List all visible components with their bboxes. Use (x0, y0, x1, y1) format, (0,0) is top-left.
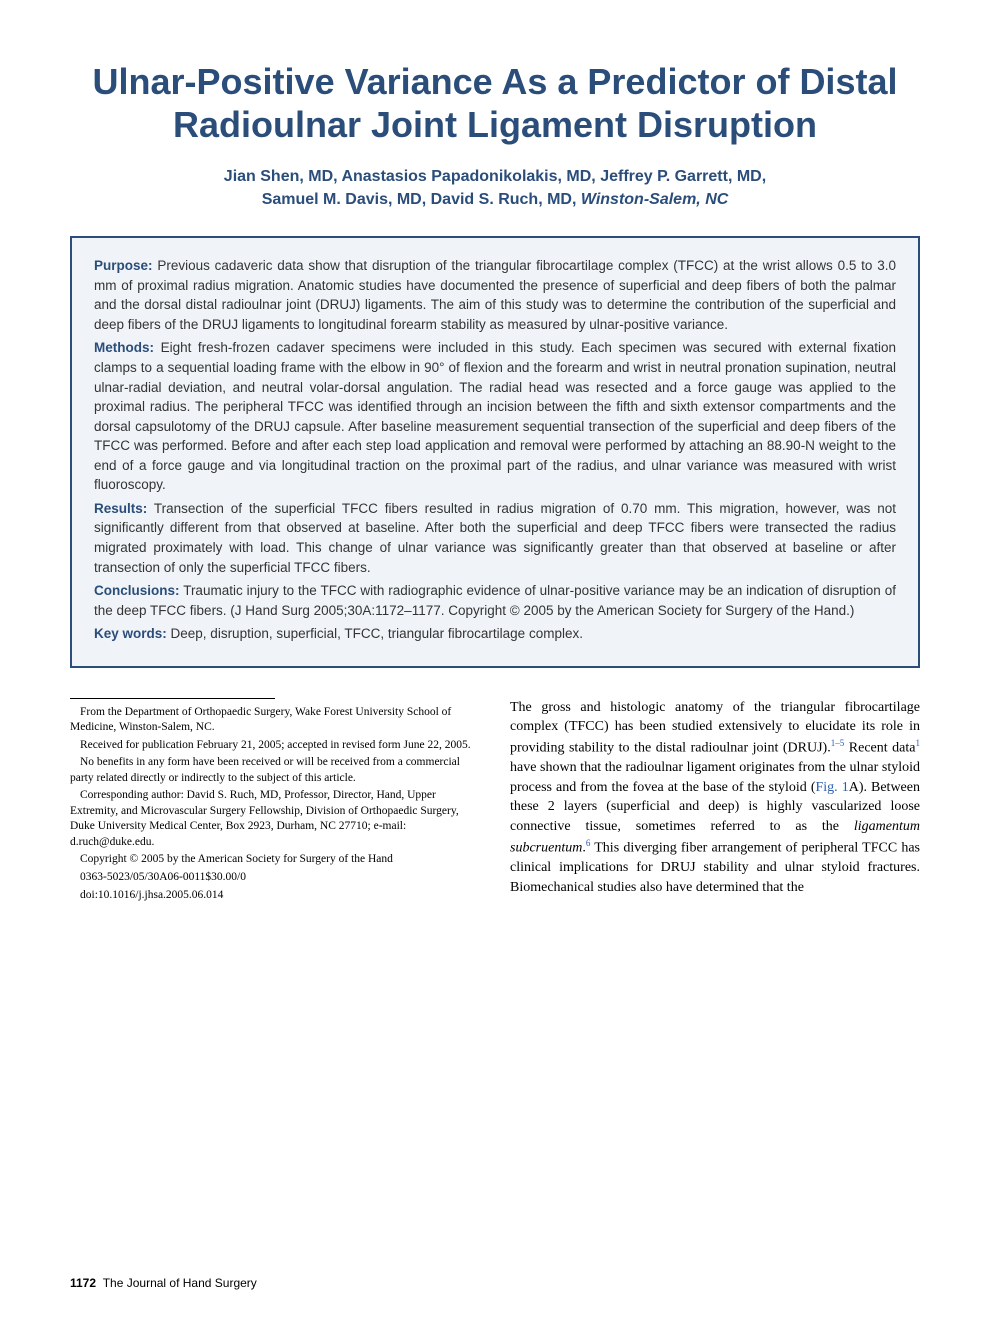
footnote-benefits: No benefits in any form have been receiv… (70, 755, 480, 786)
cite-sup-2[interactable]: 1 (916, 738, 921, 748)
footnote-copyright: Copyright © 2005 by the American Society… (70, 852, 480, 868)
methods-text: Eight fresh-frozen cadaver specimens wer… (94, 340, 896, 492)
abstract-conclusions: Conclusions: Traumatic injury to the TFC… (94, 581, 896, 620)
footnote-code: 0363-5023/05/30A06-0011$30.00/0 (70, 870, 480, 886)
footnote-rule (70, 698, 275, 699)
abstract-methods: Methods: Eight fresh-frozen cadaver spec… (94, 338, 896, 495)
footnote-corresponding: Corresponding author: David S. Ruch, MD,… (70, 788, 480, 850)
authors-line-2: Samuel M. Davis, MD, David S. Ruch, MD, (262, 191, 577, 208)
body-para-1b: Recent data (844, 741, 915, 756)
authors-location: Winston-Salem, NC (581, 191, 728, 208)
results-text: Transection of the superficial TFCC fibe… (94, 501, 896, 575)
authors-block: Jian Shen, MD, Anastasios Papadonikolaki… (70, 166, 920, 211)
body-text-column: The gross and histologic anatomy of the … (510, 698, 920, 905)
journal-name: The Journal of Hand Surgery (103, 1276, 257, 1290)
cite-sup-1[interactable]: 1–5 (831, 738, 845, 748)
body-columns: From the Department of Orthopaedic Surge… (70, 698, 920, 905)
footnotes-column: From the Department of Orthopaedic Surge… (70, 698, 480, 905)
authors-line-1: Jian Shen, MD, Anastasios Papadonikolaki… (224, 168, 766, 185)
results-label: Results: (94, 501, 147, 516)
footnote-from: From the Department of Orthopaedic Surge… (70, 705, 480, 736)
article-title: Ulnar-Positive Variance As a Predictor o… (70, 60, 920, 146)
abstract-results: Results: Transection of the superficial … (94, 499, 896, 577)
methods-label: Methods: (94, 340, 154, 355)
page-footer: 1172 The Journal of Hand Surgery (70, 1276, 257, 1290)
conclusions-text: Traumatic injury to the TFCC with radiog… (94, 583, 896, 618)
purpose-text: Previous cadaveric data show that disrup… (94, 258, 896, 332)
abstract-box: Purpose: Previous cadaveric data show th… (70, 236, 920, 668)
keywords-label: Key words: (94, 626, 167, 641)
abstract-purpose: Purpose: Previous cadaveric data show th… (94, 256, 896, 334)
footnote-received: Received for publication February 21, 20… (70, 738, 480, 754)
keywords-text: Deep, disruption, superficial, TFCC, tri… (167, 626, 583, 641)
purpose-label: Purpose: (94, 258, 153, 273)
page-number: 1172 (70, 1276, 96, 1290)
conclusions-label: Conclusions: (94, 583, 180, 598)
abstract-keywords: Key words: Deep, disruption, superficial… (94, 624, 896, 644)
footnote-doi: doi:10.1016/j.jhsa.2005.06.014 (70, 888, 480, 904)
figure-ref-1[interactable]: Fig. 1 (816, 780, 849, 795)
